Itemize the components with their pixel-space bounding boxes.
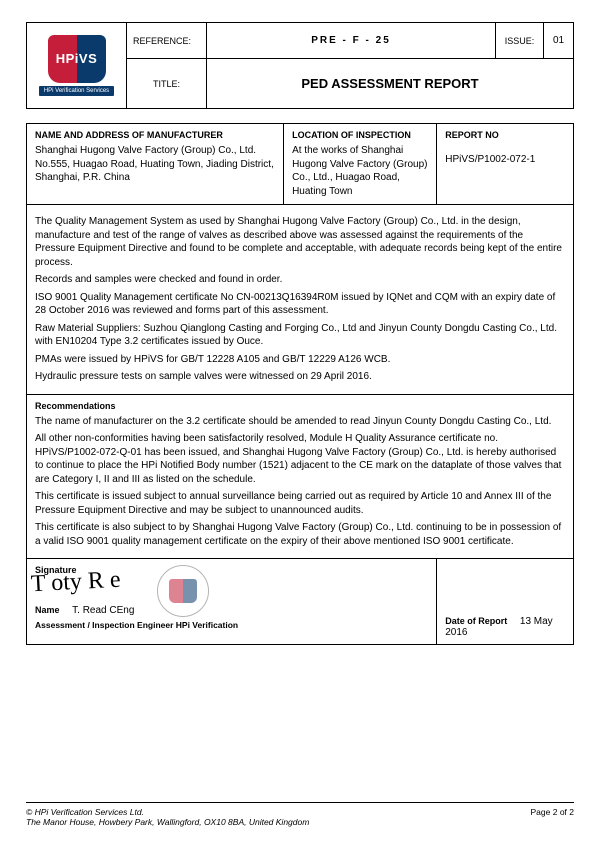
location-heading: LOCATION OF INSPECTION (292, 130, 428, 140)
footer-copyright: © HPi Verification Services Ltd. (26, 807, 309, 817)
signature-role: Assessment / Inspection Engineer HPi Ver… (35, 620, 428, 630)
body-p2: Records and samples were checked and fou… (35, 273, 565, 287)
footer-address: The Manor House, Howbery Park, Wallingfo… (26, 817, 309, 827)
logo-cell: HPiVS HPi Verification Services (27, 23, 127, 109)
report-no-cell: REPORT NO HPiVS/P1002-072-1 (437, 124, 574, 205)
rec-p4: This certificate is also subject to by S… (35, 521, 565, 548)
body-p5: PMAs were issued by HPiVS for GB/T 12228… (35, 353, 565, 367)
rec-p2: All other non-conformities having been s… (35, 432, 565, 486)
signature-cell: Signature T oty R e Name T. Read CEng As… (27, 559, 437, 645)
body-p4: Raw Material Suppliers: Suzhou Qianglong… (35, 322, 565, 349)
recommendations-cell: Recommendations The name of manufacturer… (27, 394, 574, 559)
assessment-body: The Quality Management System as used by… (27, 205, 574, 395)
recommendations-heading: Recommendations (35, 401, 565, 411)
footer: © HPi Verification Services Ltd. The Man… (26, 802, 574, 827)
location-body: At the works of Shanghai Hugong Valve Fa… (292, 144, 428, 198)
report-title: PED ASSESSMENT REPORT (207, 59, 574, 109)
signature-scribble: T oty R e (30, 567, 121, 599)
body-p3: ISO 9001 Quality Management certificate … (35, 291, 565, 318)
logo-text: HPiVS (48, 51, 106, 66)
report-no-heading: REPORT NO (445, 130, 565, 140)
reference-label: REFERENCE: (127, 23, 207, 59)
rec-p1: The name of manufacturer on the 3.2 cert… (35, 415, 565, 429)
name-value: T. Read CEng (72, 605, 134, 616)
logo-shield-icon: HPiVS (48, 35, 106, 83)
issue-value: 01 (544, 23, 574, 59)
report-no-value: HPiVS/P1002-072-1 (445, 154, 565, 165)
issue-label: ISSUE: (496, 23, 544, 59)
footer-left: © HPi Verification Services Ltd. The Man… (26, 807, 309, 827)
main-table: NAME AND ADDRESS OF MANUFACTURER Shangha… (26, 123, 574, 645)
date-label: Date of Report (445, 616, 507, 626)
manufacturer-heading: NAME AND ADDRESS OF MANUFACTURER (35, 130, 275, 140)
manufacturer-cell: NAME AND ADDRESS OF MANUFACTURER Shangha… (27, 124, 284, 205)
location-cell: LOCATION OF INSPECTION At the works of S… (284, 124, 437, 205)
body-p1: The Quality Management System as used by… (35, 215, 565, 269)
body-p6: Hydraulic pressure tests on sample valve… (35, 370, 565, 384)
logo: HPiVS HPi Verification Services (33, 35, 120, 96)
reference-value: PRE - F - 25 (207, 23, 496, 59)
stamp-icon (157, 565, 209, 617)
title-label: TITLE: (127, 59, 207, 109)
rec-p3: This certificate is issued subject to an… (35, 490, 565, 517)
header-table: HPiVS HPi Verification Services REFERENC… (26, 22, 574, 109)
date-cell: Date of Report 13 May 2016 (437, 559, 574, 645)
name-label: Name (35, 605, 60, 615)
manufacturer-body: Shanghai Hugong Valve Factory (Group) Co… (35, 144, 275, 185)
footer-page: Page 2 of 2 (531, 807, 574, 827)
logo-subtext: HPi Verification Services (39, 86, 114, 96)
